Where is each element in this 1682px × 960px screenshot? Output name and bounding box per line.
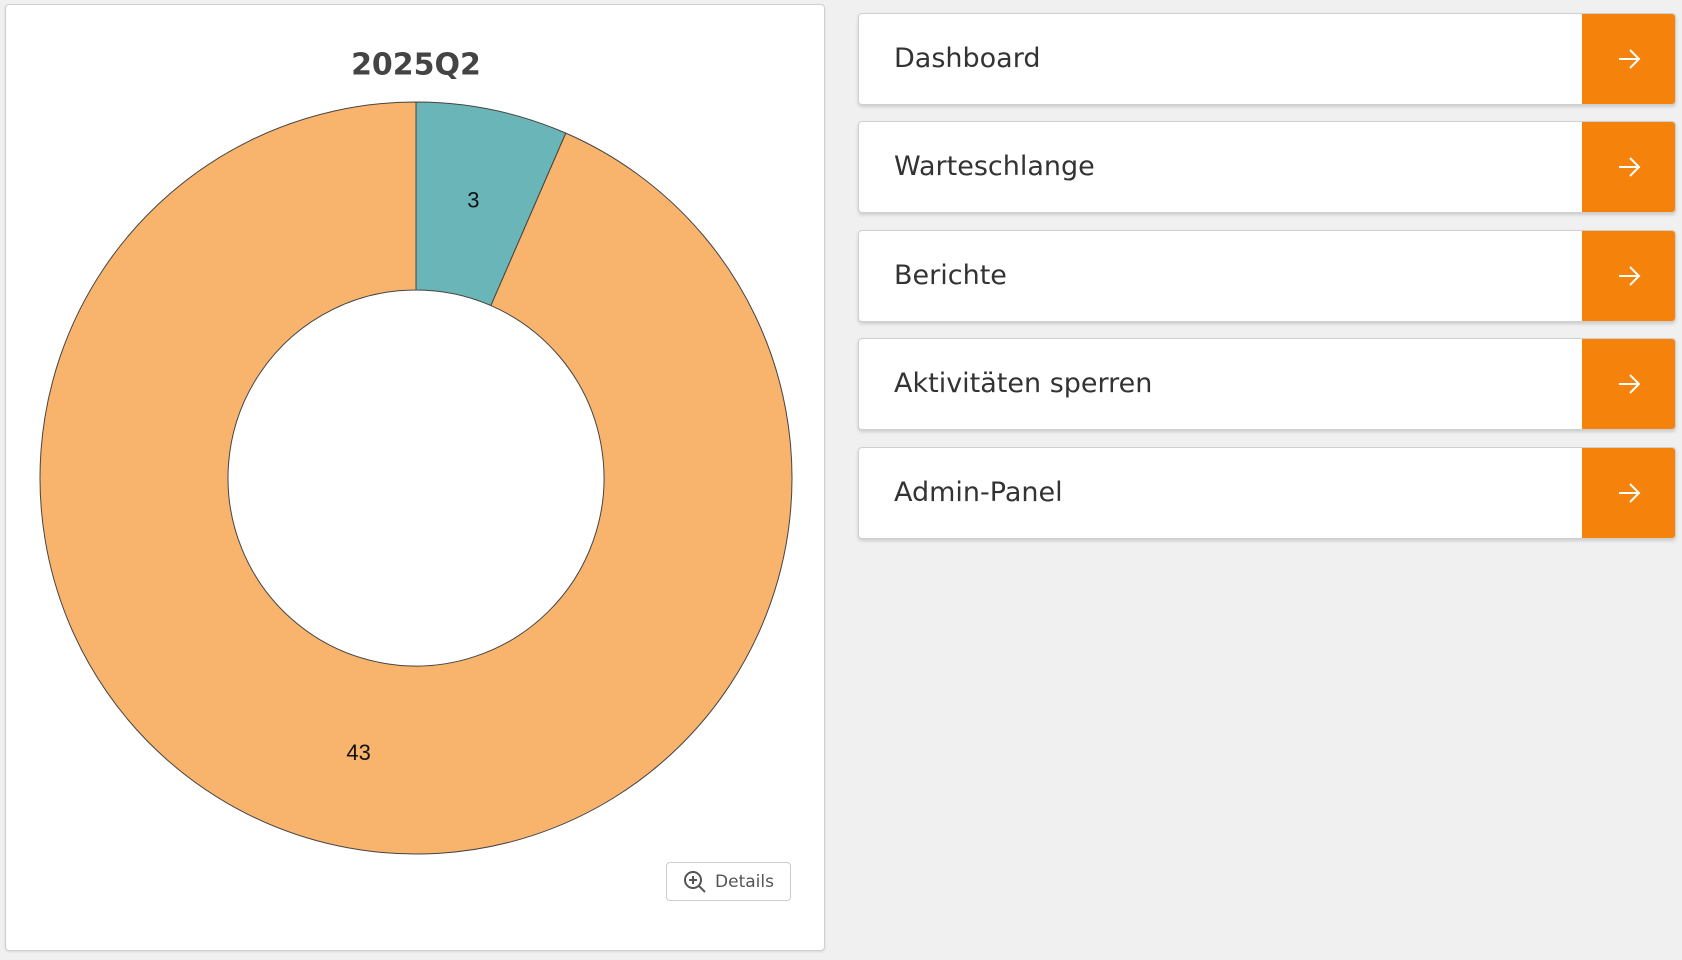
menu-label: Aktivitäten sperren (894, 368, 1153, 399)
menu-item[interactable]: Warteschlange (858, 121, 1676, 213)
menu-item[interactable]: Admin-Panel (858, 447, 1676, 539)
zoom-icon (684, 870, 706, 893)
arrow-icon (1618, 157, 1640, 177)
menu-item[interactable]: Aktivitäten sperren (858, 338, 1676, 430)
details-button[interactable]: Details (666, 862, 791, 901)
arrow-icon (1618, 483, 1640, 503)
data-label: 43 (346, 740, 370, 765)
chart-title: 2025Q2 (351, 48, 481, 83)
arrow-icon (1618, 49, 1640, 69)
chart-card: 2025Q2 3 43 Details (5, 4, 825, 951)
chart: 2025Q2 3 43 (39, 48, 793, 855)
arrow-button[interactable] (1582, 14, 1675, 104)
arrow-button[interactable] (1582, 448, 1675, 538)
arrow-icon (1618, 266, 1640, 286)
menu-label: Berichte (894, 260, 1007, 291)
menu-label: Warteschlange (894, 151, 1095, 182)
arrow-button[interactable] (1582, 339, 1675, 429)
arrow-button[interactable] (1582, 122, 1675, 212)
menu-label: Dashboard (894, 43, 1041, 74)
menu-item[interactable]: Berichte (858, 230, 1676, 322)
menu-item[interactable]: Dashboard (858, 13, 1676, 105)
data-label: 3 (467, 188, 479, 213)
menu-label: Admin-Panel (894, 477, 1063, 508)
donut-slice (39, 101, 793, 855)
arrow-icon (1618, 374, 1640, 394)
details-label: Details (715, 871, 774, 892)
arrow-button[interactable] (1582, 231, 1675, 321)
